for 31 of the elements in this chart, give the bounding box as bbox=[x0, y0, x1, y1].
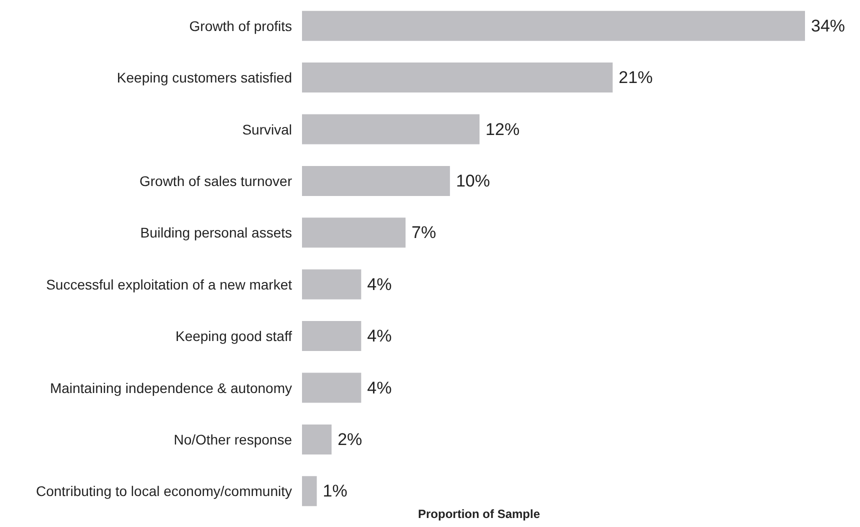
y-tick-label: Growth of profits bbox=[189, 18, 292, 34]
data-label: 21% bbox=[618, 68, 653, 88]
y-tick-label: Growth of sales turnover bbox=[139, 172, 292, 189]
y-tick-label: Building personal assets bbox=[140, 224, 292, 241]
x-axis-title: Proportion of Sample bbox=[418, 507, 540, 521]
data-label: 2% bbox=[338, 430, 362, 449]
y-tick-label: No/Other response bbox=[174, 431, 292, 448]
bar bbox=[302, 372, 362, 403]
data-label: 34% bbox=[811, 16, 846, 36]
y-tick-label: Keeping good staff bbox=[175, 328, 292, 344]
bar bbox=[302, 166, 450, 196]
data-label: 10% bbox=[456, 171, 490, 190]
y-tick-label: Contributing to local economy/community bbox=[36, 483, 292, 500]
data-label: 4% bbox=[367, 326, 392, 346]
data-label: 7% bbox=[412, 223, 436, 242]
bar bbox=[302, 269, 362, 300]
bar bbox=[302, 476, 317, 506]
data-label: 12% bbox=[486, 120, 520, 139]
data-label: 4% bbox=[367, 274, 392, 294]
data-label: 1% bbox=[322, 482, 348, 501]
bar bbox=[302, 424, 332, 454]
bar bbox=[302, 321, 362, 352]
y-tick-label: Survival bbox=[242, 121, 292, 138]
data-label: 4% bbox=[367, 378, 392, 398]
bar bbox=[302, 62, 613, 93]
bar bbox=[302, 10, 805, 41]
y-tick-label: Maintaining independence & autonomy bbox=[50, 380, 292, 396]
bar bbox=[302, 218, 406, 248]
bar bbox=[302, 114, 480, 144]
y-tick-label: Keeping customers satisfied bbox=[116, 70, 292, 86]
y-tick-label: Successful exploitation of a new market bbox=[46, 276, 292, 292]
